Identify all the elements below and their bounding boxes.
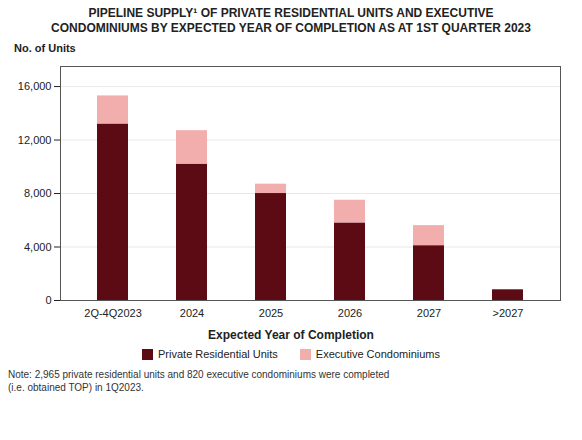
html-text:PIPELINE SUPPLY¹ OF PRIVATE RE: PIPELINE SUPPLY¹ OF PRIVATE RESIDENTIAL … [51, 6, 531, 35]
html-text:Executive Condominiums: Executive Condominiums [315, 348, 440, 360]
svg-text:2025: 2025 [259, 307, 283, 319]
svg-text:8,000: 8,000 [24, 187, 52, 199]
svg-text:2026: 2026 [338, 307, 362, 319]
html-text:Expected Year of Completion: Expected Year of Completion [208, 328, 374, 342]
svg-text:2027: 2027 [417, 307, 441, 319]
html-text:Private Residential Units: Private Residential Units [158, 348, 278, 360]
svg-text:0: 0 [45, 294, 51, 306]
svg-text:2024: 2024 [180, 307, 204, 319]
svg-text:>2027: >2027 [493, 307, 524, 319]
html-text:Note: 2,965 private residentia: Note: 2,965 private residential units an… [8, 369, 390, 393]
svg-text:2Q-4Q2023: 2Q-4Q2023 [84, 307, 141, 319]
svg-text:16,000: 16,000 [18, 80, 52, 92]
svg-text:12,000: 12,000 [18, 134, 52, 146]
svg-text:4,000: 4,000 [24, 241, 52, 253]
html-text:No. of Units: No. of Units [14, 42, 76, 54]
